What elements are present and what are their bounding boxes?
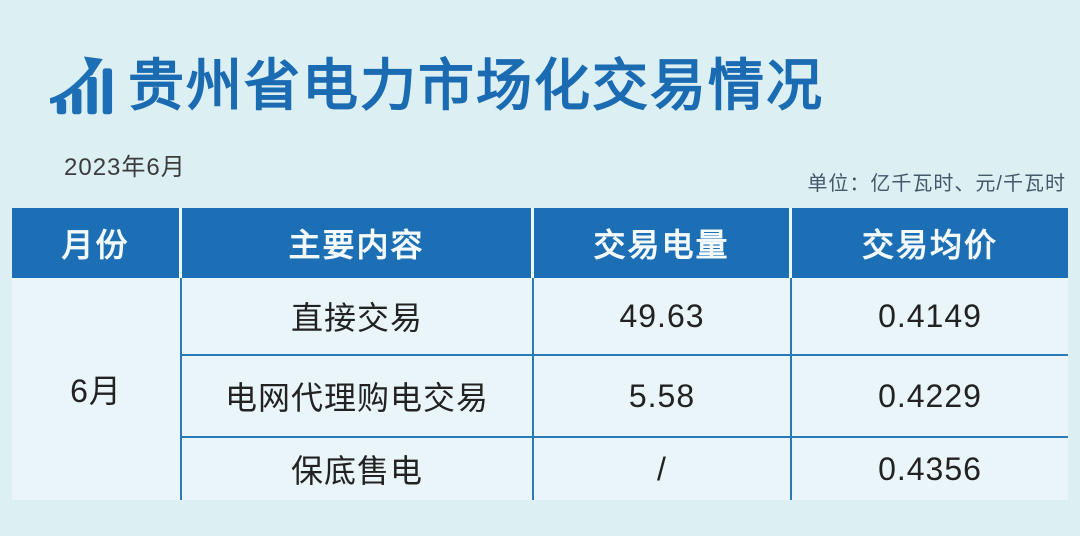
header-cell-month: 月份	[12, 208, 182, 278]
header-cell-price: 交易均价	[792, 208, 1068, 278]
month-cell: 6月	[12, 278, 182, 500]
cell-row3-price: 0.4356	[792, 438, 1068, 500]
cell-row1-content: 直接交易	[182, 278, 534, 356]
page-title: 贵州省电力市场化交易情况	[128, 54, 824, 117]
bar-chart-rising-icon	[50, 56, 113, 115]
trading-table: 月份 主要内容 交易电量 交易均价 6月 直接交易 49.63 0.4149 电…	[12, 208, 1068, 500]
header-cell-volume: 交易电量	[534, 208, 792, 278]
unit-note: 单位：亿千瓦时、元/千瓦时	[807, 173, 1066, 195]
report-period-label: 2023年6月	[64, 154, 186, 181]
cell-row1-volume: 49.63	[534, 278, 792, 356]
cell-row1-price: 0.4149	[792, 278, 1068, 356]
header-cell-content: 主要内容	[182, 208, 534, 278]
cell-row2-volume: 5.58	[534, 356, 792, 438]
cell-row3-content: 保底售电	[182, 438, 534, 500]
cell-row2-price: 0.4229	[792, 356, 1068, 438]
cell-row3-volume: /	[534, 438, 792, 500]
cell-row2-content: 电网代理购电交易	[182, 356, 534, 438]
